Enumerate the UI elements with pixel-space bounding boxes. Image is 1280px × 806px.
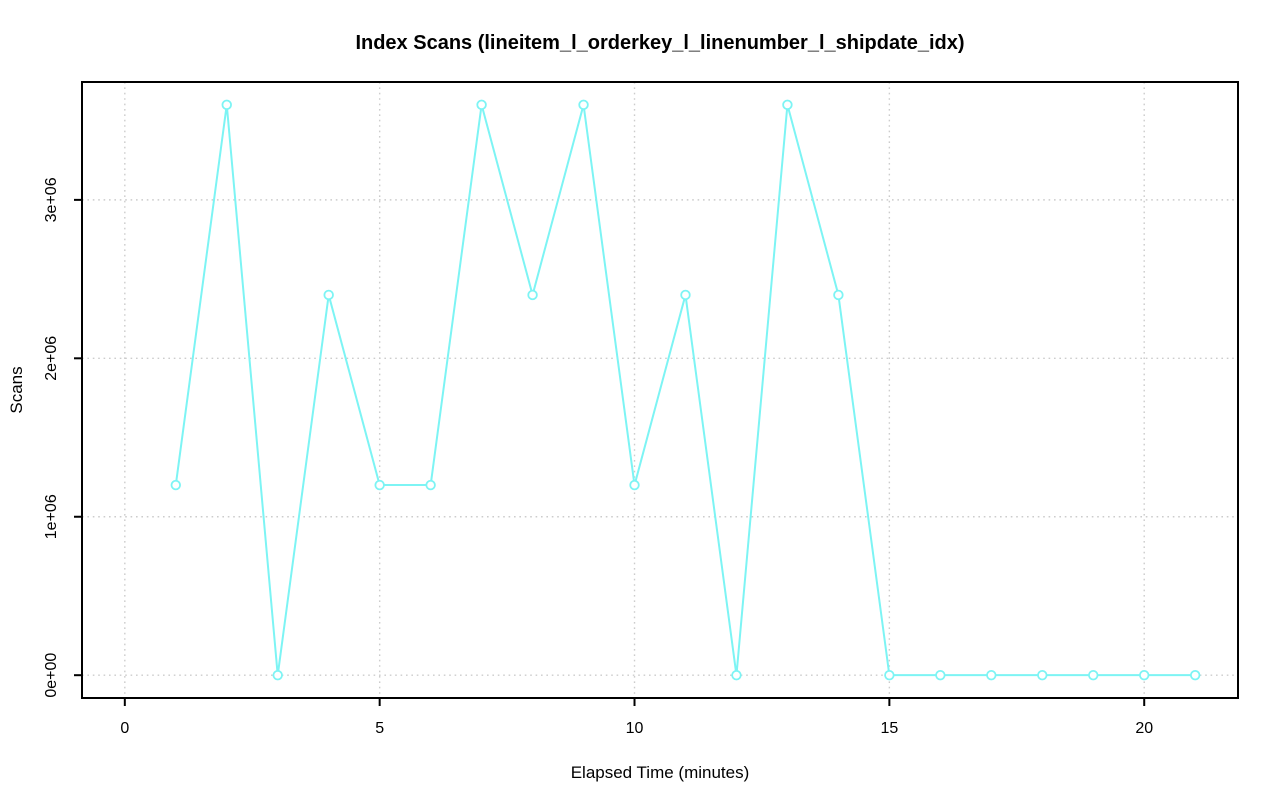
chart-title: Index Scans (lineitem_l_orderkey_l_linen…: [355, 32, 964, 54]
y-tick-label: 0e+00: [43, 653, 60, 698]
y-tick-label: 2e+06: [43, 336, 60, 381]
data-point-marker: [323, 289, 334, 301]
data-point-marker: [221, 99, 232, 111]
series-layer: [170, 99, 1201, 681]
axis-layer: 0 5 10 15 20 0e+00 1e+06 2e+06 3e+06: [43, 81, 1239, 737]
data-point-marker: [272, 669, 283, 681]
data-point-marker: [1189, 669, 1201, 681]
x-tick-label: 15: [880, 720, 898, 737]
data-point-marker: [833, 289, 844, 301]
data-point-marker: [425, 479, 436, 491]
data-point-marker: [170, 479, 181, 491]
x-axis-title: Elapsed Time (minutes): [571, 763, 750, 782]
data-point-marker: [1088, 669, 1099, 681]
data-point-marker: [884, 669, 895, 681]
y-axis-title: Scans: [7, 366, 26, 413]
data-point-marker: [1037, 669, 1048, 681]
data-point-marker: [374, 479, 385, 491]
data-point-marker: [527, 289, 538, 301]
x-tick-label: 10: [626, 720, 644, 737]
data-point-marker: [1139, 669, 1150, 681]
data-point-marker: [782, 99, 793, 111]
y-tick-label: 1e+06: [43, 494, 60, 539]
x-tick-label: 0: [120, 720, 129, 737]
data-point-marker: [731, 669, 742, 681]
data-point-marker: [578, 99, 589, 111]
x-tick-label: 20: [1135, 720, 1153, 737]
y-tick-label: 3e+06: [43, 177, 60, 222]
data-point-marker: [476, 99, 487, 111]
plot-border: [81, 81, 1239, 699]
data-point-marker: [680, 289, 691, 301]
series-line: [174, 103, 1197, 677]
data-point-marker: [935, 669, 946, 681]
data-point-marker: [629, 479, 640, 491]
data-point-marker: [986, 669, 997, 681]
x-tick-label: 5: [375, 720, 384, 737]
grid-layer: [82, 82, 1238, 698]
